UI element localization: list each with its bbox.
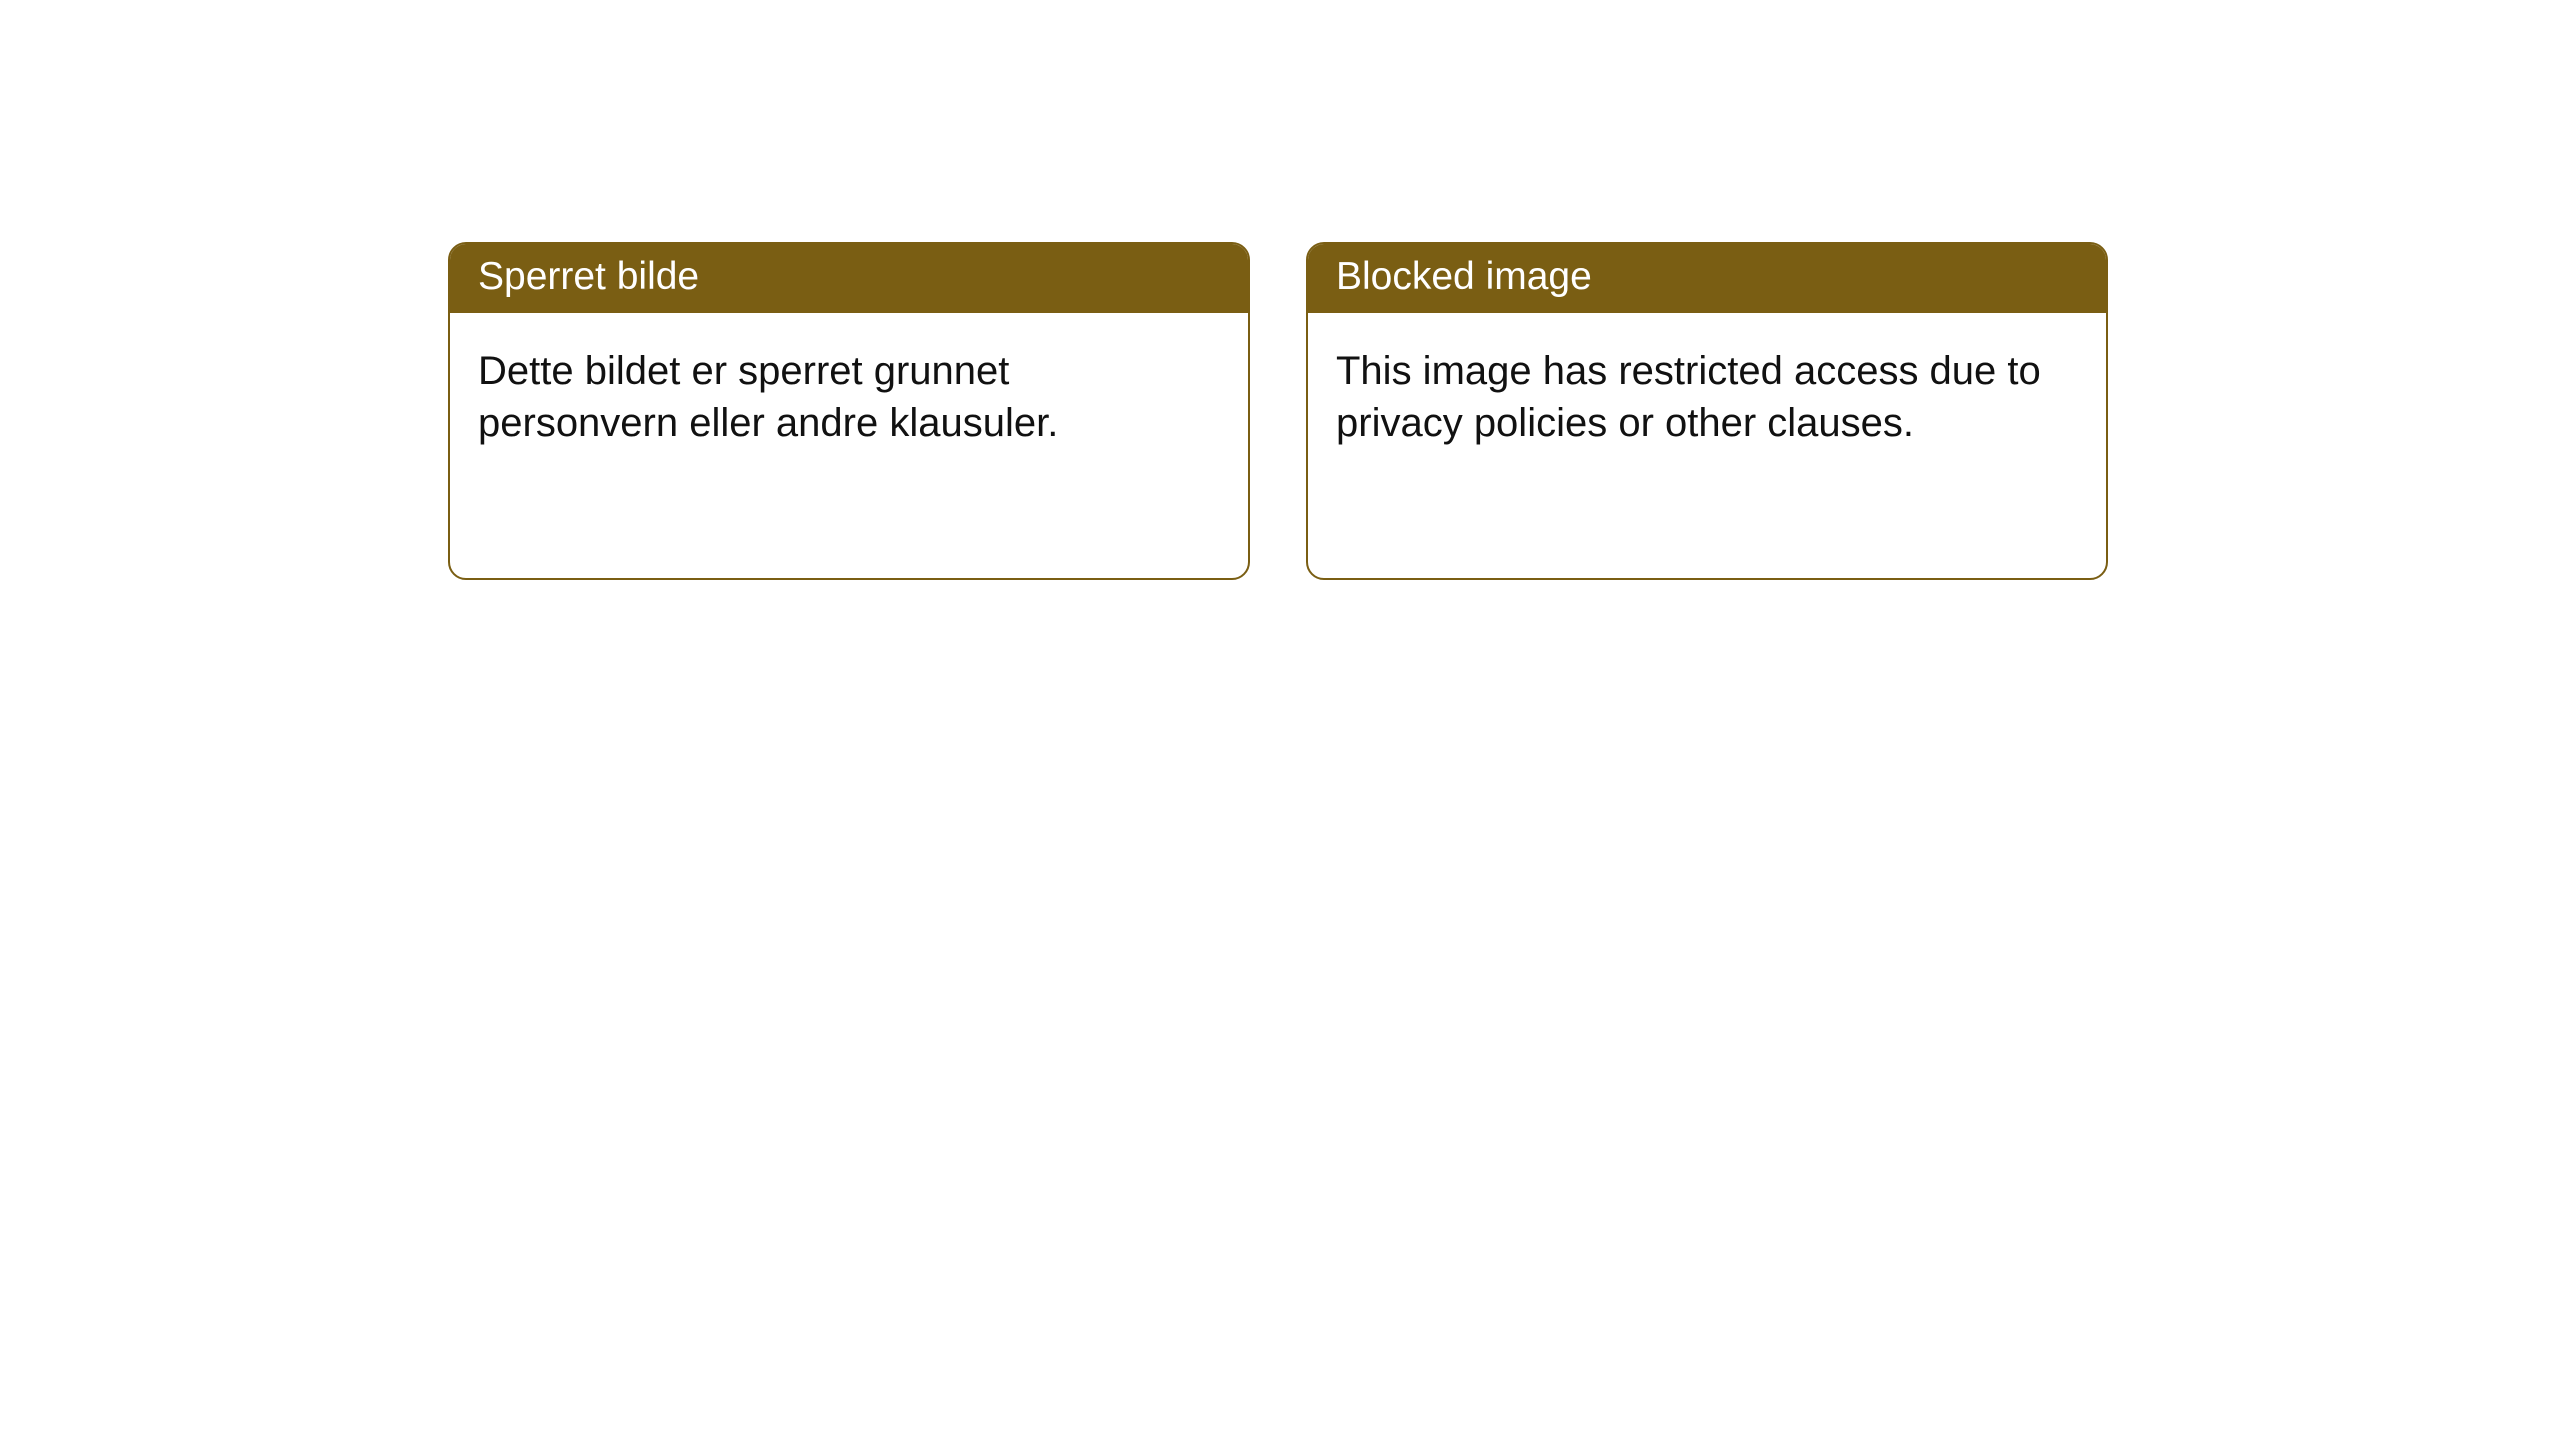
card-title: Sperret bilde bbox=[478, 255, 699, 298]
card-body-text: This image has restricted access due to … bbox=[1336, 349, 2041, 445]
notice-cards-container: Sperret bilde Dette bildet er sperret gr… bbox=[448, 242, 2108, 580]
notice-card-english: Blocked image This image has restricted … bbox=[1306, 242, 2108, 580]
card-title: Blocked image bbox=[1336, 255, 1592, 298]
card-body-text: Dette bildet er sperret grunnet personve… bbox=[478, 349, 1058, 445]
card-header: Blocked image bbox=[1308, 244, 2106, 313]
card-body: Dette bildet er sperret grunnet personve… bbox=[450, 313, 1248, 477]
card-header: Sperret bilde bbox=[450, 244, 1248, 313]
notice-card-norwegian: Sperret bilde Dette bildet er sperret gr… bbox=[448, 242, 1250, 580]
card-body: This image has restricted access due to … bbox=[1308, 313, 2106, 477]
